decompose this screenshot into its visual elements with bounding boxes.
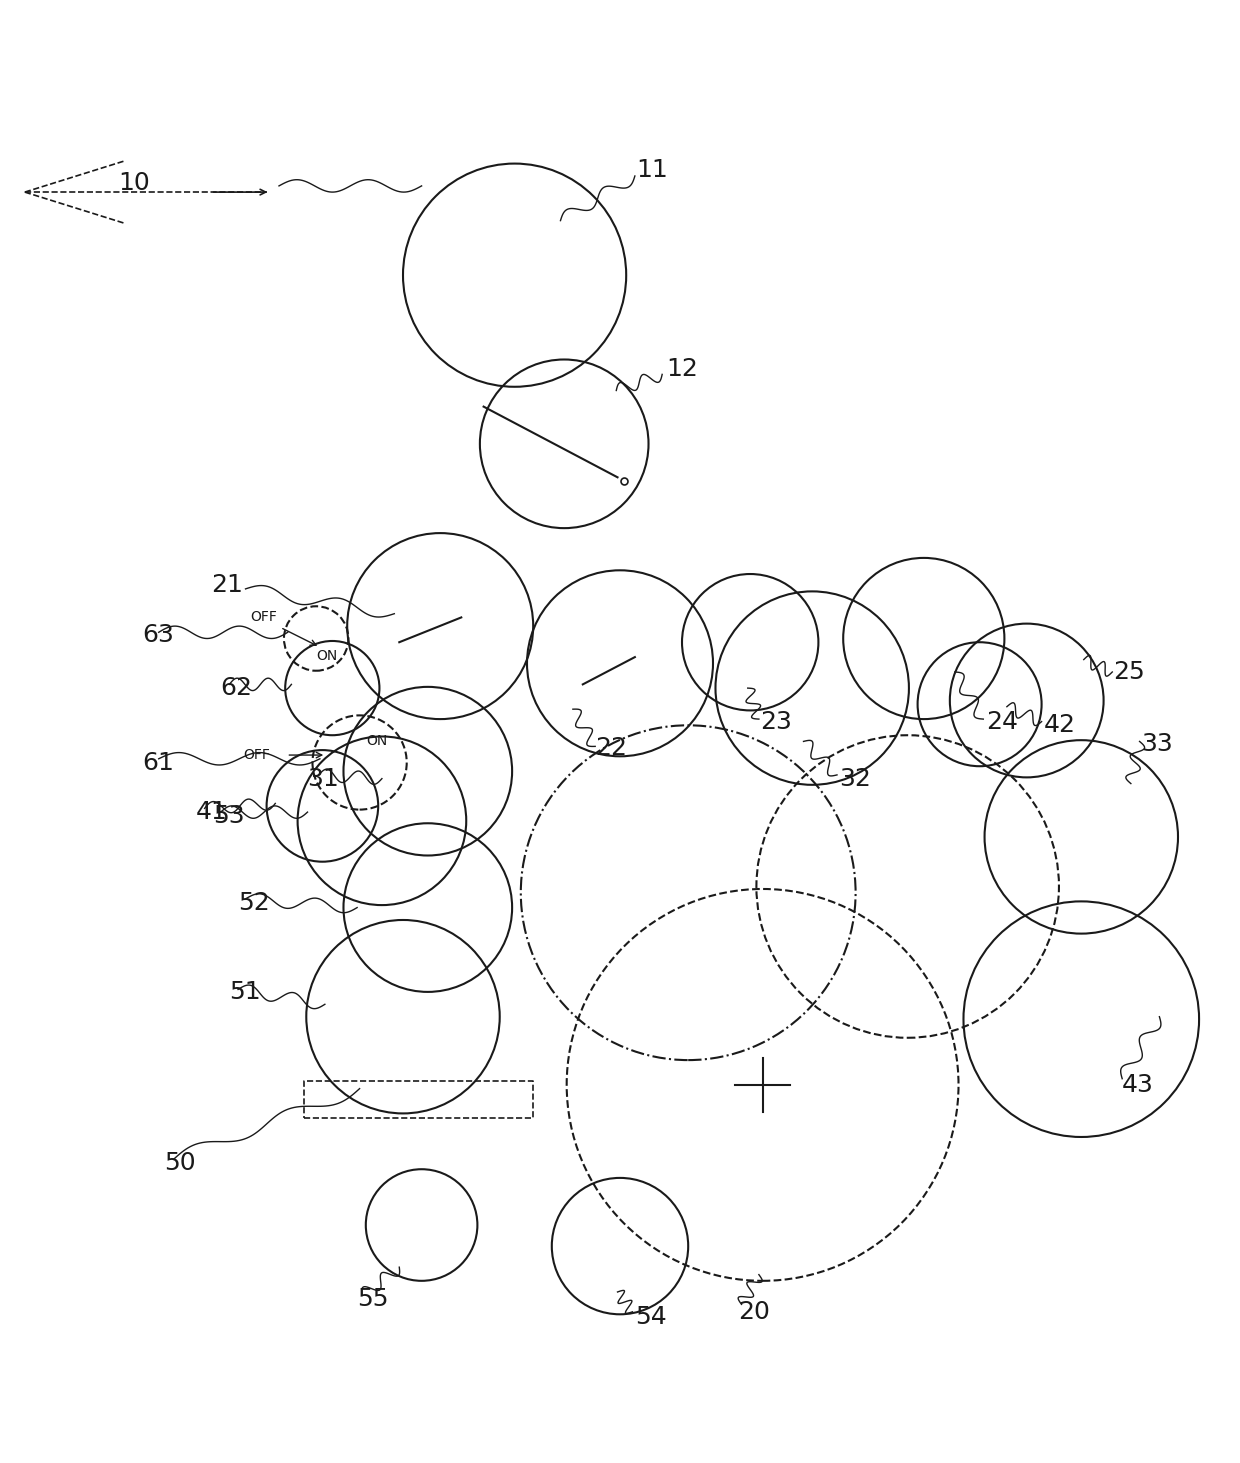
Text: 54: 54 (635, 1305, 667, 1328)
Text: 12: 12 (666, 357, 698, 382)
Text: 63: 63 (143, 623, 175, 647)
Text: 41: 41 (196, 800, 228, 824)
Text: 22: 22 (595, 736, 627, 759)
Text: 52: 52 (238, 891, 270, 914)
Text: 23: 23 (760, 710, 792, 733)
Text: OFF: OFF (250, 610, 278, 625)
Text: 43: 43 (1122, 1072, 1154, 1097)
Text: 10: 10 (118, 171, 150, 196)
Text: 51: 51 (229, 980, 262, 1004)
Text: ON: ON (366, 734, 387, 749)
Text: 21: 21 (211, 573, 243, 597)
Text: 20: 20 (738, 1299, 770, 1324)
Text: ON: ON (316, 650, 337, 663)
Text: 31: 31 (308, 767, 340, 790)
Text: 61: 61 (143, 751, 175, 774)
Text: 32: 32 (839, 767, 872, 790)
Text: 25: 25 (1114, 660, 1146, 685)
Text: 62: 62 (221, 676, 253, 701)
Text: 11: 11 (636, 158, 668, 181)
Text: 42: 42 (1044, 714, 1076, 737)
Text: OFF: OFF (243, 748, 270, 762)
Text: 55: 55 (357, 1287, 388, 1311)
Text: 33: 33 (1141, 732, 1173, 756)
Text: 50: 50 (164, 1151, 196, 1175)
Text: 53: 53 (213, 803, 246, 828)
Text: 24: 24 (986, 710, 1018, 733)
